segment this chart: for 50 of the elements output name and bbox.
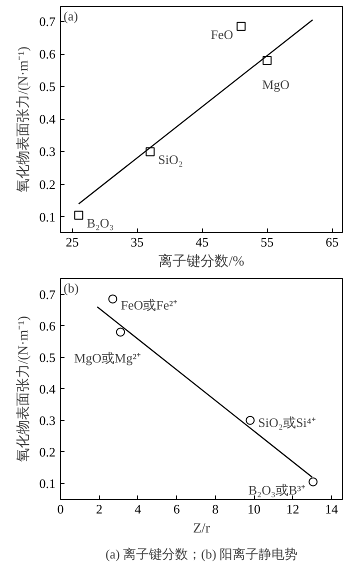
annotation: B₂O₃ [86, 216, 114, 231]
text: (a) 离子键分数；(b) 阳离子静电势 [105, 546, 298, 562]
y-tick-label: 0.6 [39, 46, 56, 62]
point [262, 56, 272, 66]
point [146, 147, 155, 156]
point [246, 416, 255, 425]
x-tick-label: 2 [96, 502, 102, 516]
annotation: FeO或Fe²⁺ [120, 297, 178, 312]
annotation: SiO₂或Si⁴⁺ [258, 414, 316, 430]
y-axis-title: 氧化物表面张力/(N·m⁻¹) [15, 46, 32, 193]
point [108, 294, 118, 304]
x-tick-label: 45 [196, 234, 209, 250]
y-tick-label: 0.3 [39, 144, 56, 160]
y-axis-title: 氧化物表面张力/(N·m⁻¹) [15, 316, 32, 462]
y-tick-label: 0.2 [39, 176, 56, 192]
x-axis-title: 离子键分数/% [158, 254, 245, 270]
x-tick-label: 25 [66, 234, 79, 250]
annotation: B₂O₃或B³⁺ [248, 482, 306, 498]
x-tick-label: 65 [326, 234, 339, 250]
annotation: FeO [210, 26, 234, 42]
x-axis-title: Z/r [192, 522, 210, 536]
y-tick-label: 0.3 [39, 412, 56, 428]
y-tick-label: 0.6 [39, 318, 56, 334]
x-tick-label: 55 [260, 234, 274, 250]
point [74, 210, 84, 220]
y-tick-label: 0.7 [39, 14, 56, 29]
y-tick-label: 0.1 [39, 476, 56, 491]
y-tick-label: 0.1 [39, 209, 56, 224]
annotation: SiO₂ [158, 152, 183, 168]
x-tick-label: 12 [286, 502, 300, 516]
point [116, 328, 125, 337]
annotation: MgO [262, 77, 290, 92]
x-tick-label: 10 [248, 502, 261, 516]
x-tick-label: 8 [212, 502, 219, 516]
x-tick-label: 4 [134, 502, 142, 516]
chart-title: (a) [64, 8, 78, 24]
chart-title: (b) [64, 280, 79, 296]
y-tick-label: 0.7 [39, 286, 56, 302]
x-tick-label: 6 [173, 502, 180, 516]
y-tick-label: 0.4 [39, 112, 56, 127]
x-tick-label: 14 [324, 502, 338, 516]
x-tick-label: 35 [130, 234, 144, 250]
y-tick-label: 0.5 [39, 79, 56, 94]
y-tick-label: 0.4 [39, 381, 56, 396]
point [308, 477, 318, 486]
y-tick-label: 0.2 [39, 444, 56, 460]
x-tick-label: 0 [57, 502, 64, 516]
annotation: MgO或Mg²⁺ [74, 350, 140, 366]
point [236, 22, 246, 31]
y-tick-label: 0.5 [39, 350, 56, 365]
